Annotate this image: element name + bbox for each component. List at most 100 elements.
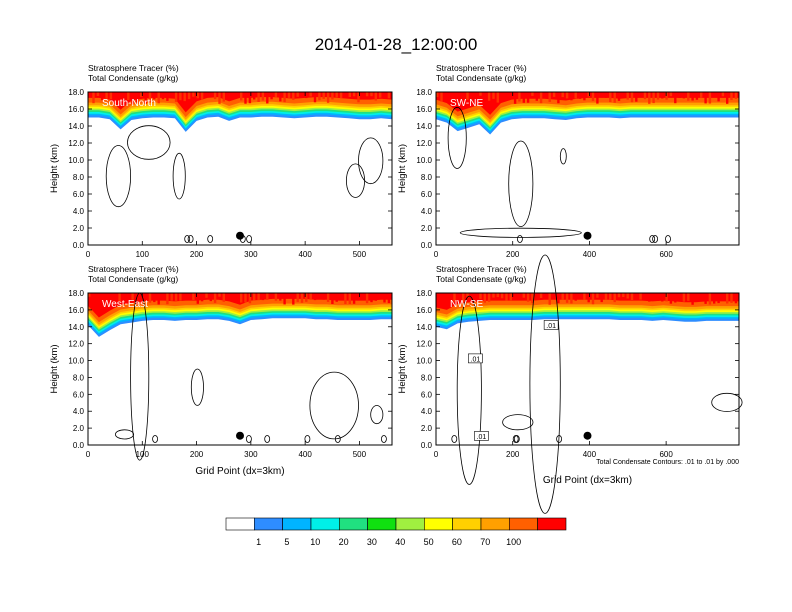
condensate-contours	[447, 106, 671, 243]
tracer-streak	[552, 293, 556, 298]
contour-interval-note: Total Condensate Contours: .01 to .01 by…	[596, 459, 739, 466]
tracer-streak	[374, 92, 377, 101]
tracer-streak	[183, 293, 186, 298]
tracer-streak	[270, 293, 273, 298]
condensate-contour	[447, 106, 467, 169]
tracer-streak	[518, 293, 521, 297]
tracer-streak	[470, 92, 473, 100]
tracer-streak	[127, 293, 130, 302]
tracer-streak	[487, 293, 491, 302]
tracer-streak	[114, 293, 117, 302]
condensate-contour	[245, 435, 252, 443]
tracer-streak	[331, 293, 334, 304]
tracer-streak	[509, 293, 512, 301]
tracer-streak	[161, 92, 165, 100]
x-tick-label: 0	[434, 450, 439, 459]
contour-label: .01	[471, 356, 481, 363]
tracer-streak	[383, 293, 386, 303]
contour-label: .01	[546, 323, 556, 330]
tracer-streak	[157, 293, 160, 305]
tracer-streak	[548, 293, 551, 305]
tracer-streak	[88, 293, 91, 297]
tracer-streak	[248, 293, 252, 304]
tracer-streak	[522, 92, 525, 103]
tracer-streak	[457, 92, 460, 103]
tracer-streak	[652, 293, 655, 300]
colorbar-swatch	[254, 517, 283, 531]
location-marker	[236, 231, 244, 240]
tracer-streak	[101, 92, 104, 101]
tracer-streak	[92, 92, 95, 104]
tracer-streak	[131, 92, 134, 104]
tracer-streak	[600, 92, 603, 98]
tracer-streak	[500, 293, 504, 299]
colorbar-label: 60	[452, 537, 462, 547]
condensate-contours	[115, 292, 387, 461]
tracer-streak	[296, 92, 299, 97]
y-tick-label: 4.0	[73, 207, 85, 216]
plot-frame	[435, 91, 740, 246]
field-label: Stratosphere Tracer (%)	[88, 63, 179, 73]
tracer-streak	[617, 293, 621, 298]
tracer-streak	[726, 92, 729, 104]
y-tick-label: 2.0	[73, 224, 85, 233]
tracer-streak	[453, 293, 456, 302]
tracer-streak	[92, 293, 95, 298]
tracer-streak	[687, 92, 690, 101]
field-label: Stratosphere Tracer (%)	[88, 264, 179, 274]
colorbar-swatch	[338, 517, 368, 531]
contour-label-box	[474, 431, 489, 441]
y-tick-label: 14.0	[416, 323, 432, 332]
tracer-streak	[318, 92, 321, 101]
tracer-streak	[609, 293, 612, 300]
colorbar-swatch	[310, 517, 340, 531]
tracer-streak	[170, 92, 173, 99]
panel-label: South-North	[102, 98, 156, 109]
location-marker	[583, 431, 592, 440]
tracer-streak	[140, 92, 143, 98]
tracer-streak	[630, 293, 634, 300]
plot-frame	[435, 292, 740, 446]
condensate-contour	[517, 235, 523, 243]
tracer-streak	[109, 293, 113, 301]
tracer-streak	[109, 92, 113, 100]
tracer-streak	[479, 293, 482, 299]
plot-frame	[87, 91, 393, 246]
tracer-streak	[292, 92, 295, 100]
tracer-streak	[118, 293, 121, 302]
tracer-streak	[205, 92, 208, 96]
tracer-streak	[622, 92, 625, 97]
tracer-streak	[174, 92, 178, 102]
tracer-streak	[656, 293, 660, 301]
tracer-streak	[440, 92, 443, 102]
tracer-streak	[305, 293, 308, 302]
y-tick-label: 10.0	[416, 357, 432, 366]
tracer-streak	[457, 293, 460, 304]
tracer-streak	[287, 92, 291, 98]
tracer-streak	[213, 293, 217, 303]
tracer-streak	[222, 92, 225, 102]
tracer-streak	[721, 92, 725, 97]
condensate-contours	[451, 254, 743, 514]
y-tick-label: 2.0	[73, 424, 85, 433]
panel-label: NW-SE	[450, 299, 483, 310]
tracer-streak	[200, 293, 204, 302]
tracer-streak	[179, 293, 182, 301]
tracer-streak	[357, 92, 360, 103]
x-tick-label: 0	[86, 450, 91, 459]
tracer-streak	[335, 92, 338, 98]
colorbar-label: 20	[339, 537, 349, 547]
colorbar-label: 100	[506, 537, 521, 547]
tracer-streak	[161, 293, 165, 301]
tracer-streak	[669, 293, 673, 304]
condensate-contour	[513, 435, 520, 443]
colorbar-swatch	[367, 517, 397, 531]
tracer-streak	[231, 92, 234, 100]
x-tick-label: 300	[244, 250, 258, 259]
y-axis-label: Height (km)	[49, 344, 60, 393]
colorbar-swatch	[480, 517, 510, 531]
tracer-streak	[669, 92, 673, 97]
tracer-streak	[235, 293, 239, 299]
condensate-contour	[207, 235, 214, 243]
